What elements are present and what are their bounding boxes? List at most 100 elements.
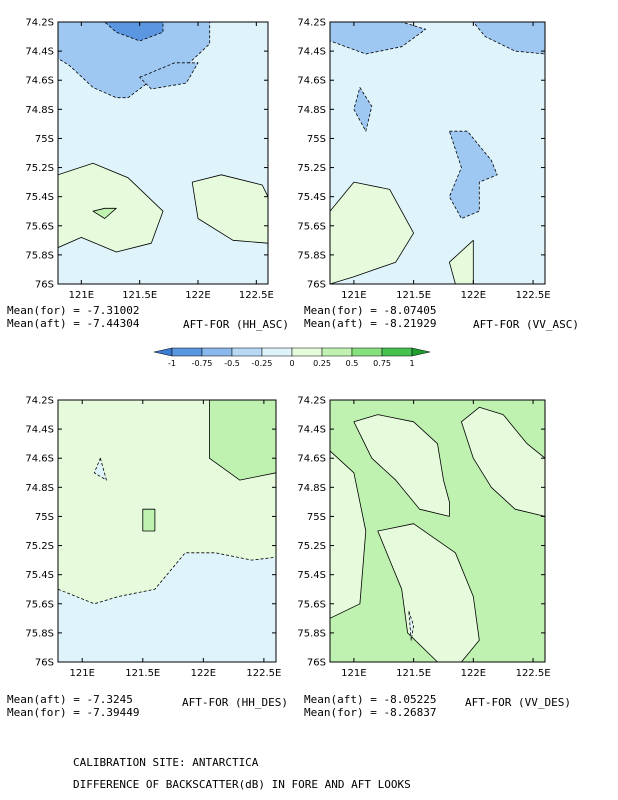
x-tick-label: 122.5E xyxy=(246,668,281,679)
y-tick-label: 74.8S xyxy=(297,483,326,494)
contour-region xyxy=(58,22,211,99)
x-tick-label: 121.5E xyxy=(396,290,431,301)
contour-region xyxy=(58,552,276,662)
y-tick-label: 74.4S xyxy=(297,425,326,436)
x-tick-label: 122E xyxy=(191,668,216,679)
contour-region xyxy=(93,457,107,481)
y-tick-label: 75S xyxy=(35,512,54,523)
colorbar-swatch xyxy=(321,347,353,357)
contour-region xyxy=(377,523,480,662)
y-tick-label: 74.4S xyxy=(25,425,54,436)
colorbar-swatch xyxy=(351,347,383,357)
y-tick-label: 76S xyxy=(35,658,54,669)
x-tick-label: 122.5E xyxy=(239,290,274,301)
y-tick-label: 74.2S xyxy=(25,396,54,407)
panel-label: AFT-FOR (VV_ASC) xyxy=(473,318,579,331)
colorbar-swatch xyxy=(171,347,203,357)
contour-region xyxy=(353,414,450,517)
panel-stat: Mean(for) = -8.07405 xyxy=(304,304,436,317)
y-tick-label: 74.8S xyxy=(297,105,326,116)
y-tick-label: 75.6S xyxy=(297,599,326,610)
y-tick-label: 75.8S xyxy=(297,628,326,639)
colorbar-swatch xyxy=(291,347,323,357)
y-tick-label: 75.2S xyxy=(25,541,54,552)
contour-panel: 74.2S 74.4S 74.6S 74.8S 75S 75.2S 75.4S 75.6S 75… xyxy=(297,396,571,720)
y-tick-label: 74.8S xyxy=(25,483,54,494)
y-tick-label: 75S xyxy=(307,134,326,145)
x-tick-label: 121E xyxy=(70,668,95,679)
panel-stat: Mean(aft) = -7.3245 xyxy=(7,693,133,706)
contour-region xyxy=(104,22,164,42)
plot-frame xyxy=(329,21,546,285)
footer-description: DIFFERENCE OF BACKSCATTER(dB) IN FORE AN… xyxy=(73,778,411,791)
y-tick-label: 75.6S xyxy=(25,599,54,610)
y-tick-label: 75.2S xyxy=(25,163,54,174)
x-tick-label: 122E xyxy=(461,668,486,679)
y-tick-label: 74.4S xyxy=(25,47,54,58)
x-tick-label: 121E xyxy=(341,668,366,679)
y-tick-label: 74.2S xyxy=(297,396,326,407)
footer: CALIBRATION SITE: ANTARCTICA DIFFERENCE … xyxy=(73,752,411,796)
contour-region xyxy=(330,450,367,619)
x-tick-label: 121.5E xyxy=(396,668,431,679)
plot-frame xyxy=(57,21,269,285)
contour-region xyxy=(191,174,268,244)
colorbar-label: -0.5 xyxy=(224,359,240,368)
panel-stat: Mean(aft) = -7.44304 xyxy=(7,317,140,330)
contour-panel: 74.2S 74.4S 74.6S 74.8S 75S 75.2S 75.4S 75.6S 75… xyxy=(297,18,579,332)
colorbar-swatch xyxy=(381,347,413,357)
y-tick-label: 75.8S xyxy=(25,628,54,639)
y-tick-label: 76S xyxy=(307,658,326,669)
colorbar-label: -0.25 xyxy=(252,359,273,368)
contour-region xyxy=(92,207,117,219)
colorbar-label: 0.25 xyxy=(313,359,331,368)
contour-panel: 74.2S 74.4S 74.6S 74.8S 75S 75.2S 75.4S 75.6S 75… xyxy=(7,396,288,720)
colorbar-label: -0.75 xyxy=(192,359,213,368)
y-tick-label: 74.6S xyxy=(25,454,54,465)
y-tick-label: 75S xyxy=(307,512,326,523)
y-tick-label: 75.8S xyxy=(25,250,54,261)
x-tick-label: 121.5E xyxy=(125,668,160,679)
contour-region xyxy=(208,400,276,481)
y-tick-label: 75.4S xyxy=(297,192,326,203)
y-tick-label: 75.2S xyxy=(297,541,326,552)
contour-region xyxy=(330,22,427,55)
colorbar-label: -1 xyxy=(168,359,176,368)
x-tick-label: 122.5E xyxy=(516,290,551,301)
footer-site: CALIBRATION SITE: ANTARCTICA xyxy=(73,756,259,769)
panel-label: AFT-FOR (HH_DES) xyxy=(182,696,288,709)
colorbar-label: 1 xyxy=(409,359,414,368)
y-tick-label: 76S xyxy=(35,280,54,291)
y-tick-label: 75.2S xyxy=(297,163,326,174)
colorbar-label: 0.5 xyxy=(346,359,359,368)
contour-region xyxy=(448,239,474,284)
y-tick-label: 74.6S xyxy=(25,76,54,87)
y-tick-label: 74.6S xyxy=(297,454,326,465)
contour-region xyxy=(330,181,415,284)
y-tick-label: 75.4S xyxy=(25,192,54,203)
x-tick-label: 122.5E xyxy=(516,668,551,679)
contour-region xyxy=(142,508,156,532)
y-tick-label: 74.6S xyxy=(297,76,326,87)
contour-region xyxy=(460,406,545,517)
contour-region xyxy=(139,62,199,90)
y-tick-label: 75S xyxy=(35,134,54,145)
y-tick-label: 74.4S xyxy=(297,47,326,58)
y-tick-label: 75.4S xyxy=(25,570,54,581)
x-tick-label: 122E xyxy=(185,290,210,301)
colorbar-label: 0 xyxy=(289,359,294,368)
y-tick-label: 74.8S xyxy=(25,105,54,116)
y-tick-label: 75.6S xyxy=(25,221,54,232)
y-tick-label: 75.4S xyxy=(297,570,326,581)
panel-stat: Mean(aft) = -8.05225 xyxy=(304,693,436,706)
panel-label: AFT-FOR (VV_DES) xyxy=(465,696,571,709)
colorbar-swatch xyxy=(261,347,293,357)
x-tick-label: 121.5E xyxy=(122,290,157,301)
x-tick-label: 121E xyxy=(341,290,366,301)
plot-frame xyxy=(57,399,277,663)
colorbar-label: 0.75 xyxy=(373,359,391,368)
contour-region xyxy=(408,610,415,641)
x-tick-label: 121E xyxy=(69,290,94,301)
x-tick-label: 122E xyxy=(461,290,486,301)
y-tick-label: 75.8S xyxy=(297,250,326,261)
